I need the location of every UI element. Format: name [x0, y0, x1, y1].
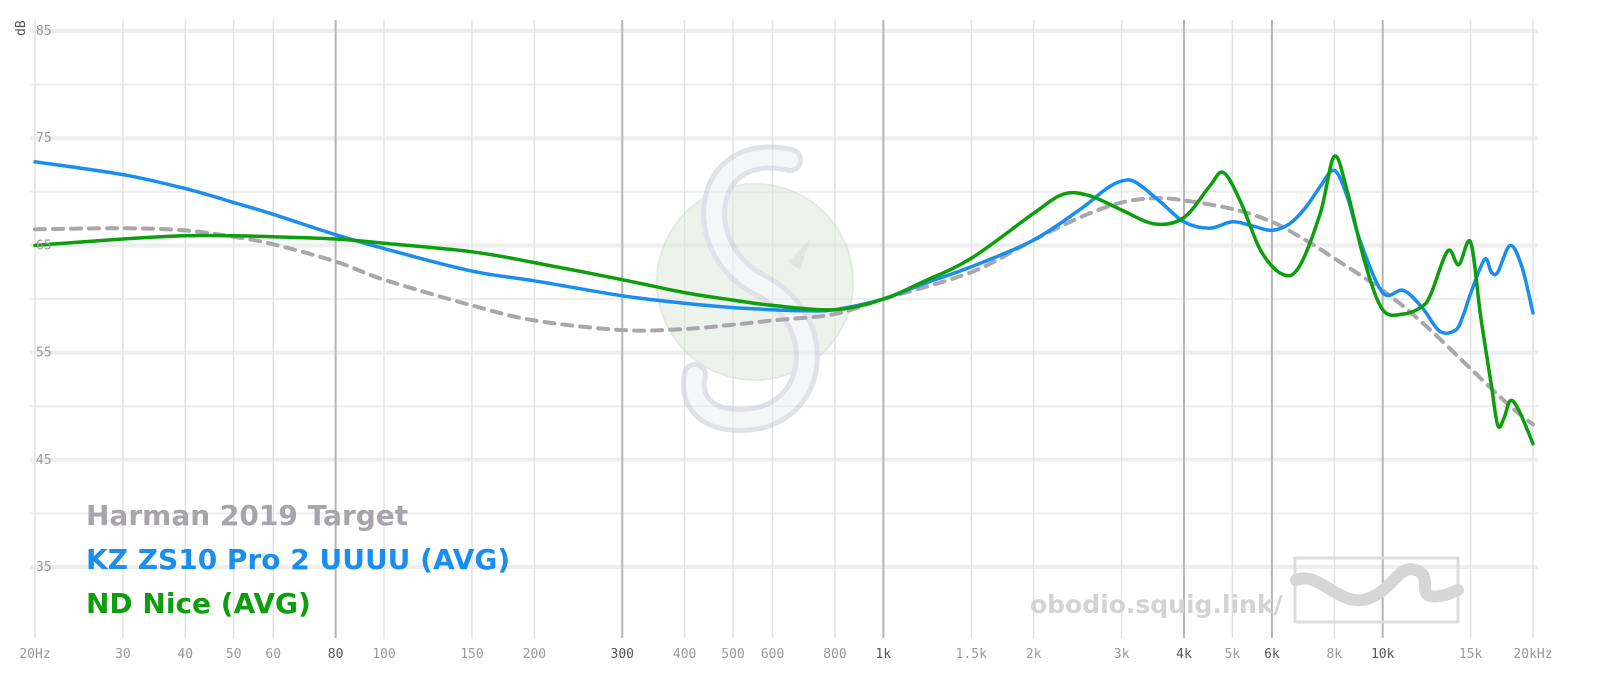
x-tick-label: 500	[721, 647, 744, 662]
x-tick-label: 10k	[1371, 647, 1395, 662]
squiglink-s-logo-icon	[656, 144, 854, 434]
x-tick-label: 300	[611, 647, 634, 662]
x-tick-label: 2k	[1026, 647, 1042, 662]
y-tick-label: 55	[36, 346, 52, 361]
y-tick-label: 45	[36, 453, 52, 468]
series-layer	[33, 154, 1535, 446]
x-tick-label: 200	[523, 647, 546, 662]
y-axis-tick-labels: 85 75 65 55 45 35	[36, 24, 52, 575]
x-tick-label: 800	[823, 647, 846, 662]
x-tick-label: 8k	[1326, 647, 1342, 662]
x-tick-label: 30	[115, 647, 131, 662]
x-tick-label: 5k	[1225, 647, 1241, 662]
x-tick-label: 1.5k	[956, 647, 987, 662]
y-tick-label: 65	[36, 238, 52, 253]
legend-item-nd-nice[interactable]: ND Nice (AVG)	[86, 587, 311, 620]
x-tick-label: 100	[372, 647, 395, 662]
x-tick-label: 600	[761, 647, 784, 662]
x-tick-label: 20kHz	[1513, 647, 1552, 662]
x-tick-label: 40	[177, 647, 193, 662]
x-tick-label: 1k	[876, 647, 892, 662]
legend-item-kz-zs10-pro-2[interactable]: KZ ZS10 Pro 2 UUUU (AVG)	[86, 543, 511, 576]
squiglink-wave-icon	[1290, 556, 1464, 624]
y-tick-label: 35	[36, 560, 52, 575]
series-line-nd-nice-avg[interactable]	[33, 154, 1535, 446]
legend-item-harman-target[interactable]: Harman 2019 Target	[86, 499, 409, 532]
x-tick-label: 50	[226, 647, 242, 662]
x-tick-label: 400	[673, 647, 696, 662]
legend: Harman 2019 Target KZ ZS10 Pro 2 UUUU (A…	[86, 494, 510, 626]
x-tick-label: 80	[328, 647, 344, 662]
y-tick-label: 85	[36, 24, 52, 39]
x-tick-label: 20Hz	[19, 647, 50, 662]
y-tick-label: 75	[36, 131, 52, 146]
y-axis-label: dB	[14, 20, 29, 36]
x-axis-tick-labels: 20Hz 30 40 50 60 80 100 150 200 300 400 500 600 800 1k…	[19, 647, 1552, 662]
watermark-url: obodio.squig.link/	[1030, 590, 1283, 619]
x-tick-label: 6k	[1264, 647, 1280, 662]
x-tick-label: 4k	[1176, 647, 1192, 662]
x-tick-label: 60	[265, 647, 281, 662]
x-tick-label: 150	[460, 647, 483, 662]
x-tick-label: 15k	[1459, 647, 1483, 662]
x-tick-label: 3k	[1114, 647, 1130, 662]
series-line-kz-zs10-pro-2-uuuu-avg[interactable]	[33, 160, 1535, 335]
